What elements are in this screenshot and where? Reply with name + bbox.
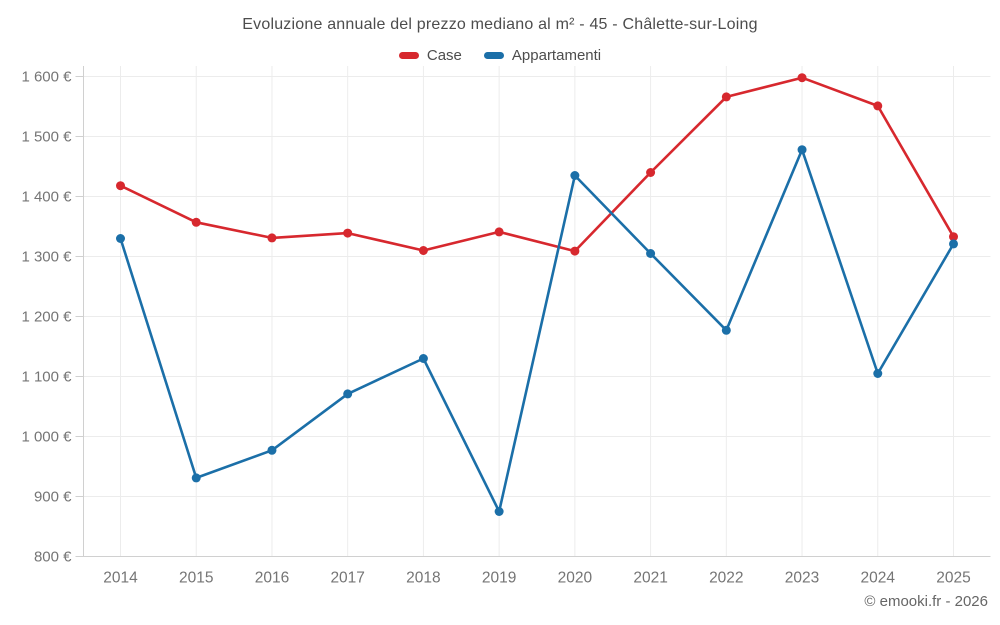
data-point-case-2023[interactable] bbox=[797, 73, 807, 83]
x-axis-label: 2024 bbox=[861, 570, 896, 587]
x-axis-label: 2021 bbox=[633, 570, 667, 587]
data-point-case-2024[interactable] bbox=[873, 101, 883, 111]
y-axis-label: 1 500 € bbox=[21, 129, 72, 146]
legend-swatch-case bbox=[398, 52, 419, 59]
data-point-case-2016[interactable] bbox=[267, 233, 277, 243]
data-point-appartamenti-2022[interactable] bbox=[721, 325, 731, 335]
data-point-appartamenti-2024[interactable] bbox=[873, 369, 883, 378]
y-axis-label: 1 200 € bbox=[21, 309, 72, 326]
data-point-appartamenti-2015[interactable] bbox=[191, 473, 201, 483]
y-axis-label: 1 600 € bbox=[21, 69, 72, 86]
y-axis-label: 800 € bbox=[34, 549, 72, 566]
legend-swatch-appartamenti bbox=[483, 52, 504, 59]
series-line-case bbox=[119, 76, 955, 253]
data-point-case-2025[interactable] bbox=[949, 232, 958, 242]
y-axis-label: 1 100 € bbox=[21, 369, 72, 386]
data-point-case-2022[interactable] bbox=[721, 92, 731, 102]
data-point-appartamenti-2025[interactable] bbox=[949, 239, 958, 249]
legend-label-appartamenti: Appartamenti bbox=[511, 47, 602, 64]
data-point-case-2020[interactable] bbox=[570, 246, 580, 256]
y-axis-label: 1 000 € bbox=[21, 429, 72, 446]
data-point-appartamenti-2023[interactable] bbox=[797, 145, 807, 155]
data-point-appartamenti-2019[interactable] bbox=[494, 507, 504, 516]
y-axis-label: 1 300 € bbox=[21, 249, 72, 266]
x-axis-label: 2014 bbox=[103, 570, 138, 587]
data-point-case-2019[interactable] bbox=[494, 227, 504, 237]
series-line-appartamenti bbox=[119, 148, 955, 513]
copyright-text: © emooki.fr - 2026 bbox=[864, 593, 988, 610]
data-point-case-2015[interactable] bbox=[191, 217, 201, 227]
x-axis-label: 2015 bbox=[179, 570, 213, 587]
data-point-appartamenti-2016[interactable] bbox=[267, 445, 277, 455]
data-point-appartamenti-2014[interactable] bbox=[116, 234, 125, 243]
chart-title: Evoluzione annuale del prezzo mediano al… bbox=[242, 16, 758, 33]
data-point-case-2021[interactable] bbox=[646, 168, 656, 177]
x-axis-label: 2025 bbox=[936, 570, 970, 587]
legend-item-appartamenti[interactable]: Appartamenti bbox=[483, 47, 602, 64]
y-axis-label: 900 € bbox=[34, 489, 72, 506]
x-axis-label: 2023 bbox=[785, 570, 819, 587]
data-point-appartamenti-2021[interactable] bbox=[646, 249, 656, 258]
chart-legend: Case Appartamenti bbox=[0, 47, 1000, 64]
y-axis-label: 1 400 € bbox=[21, 189, 72, 206]
x-axis-label: 2022 bbox=[709, 570, 743, 587]
x-axis-label: 2018 bbox=[406, 570, 440, 587]
x-axis-label: 2016 bbox=[255, 570, 289, 587]
x-axis-label: 2019 bbox=[482, 570, 516, 587]
x-axis-label: 2017 bbox=[330, 570, 364, 587]
data-point-case-2017[interactable] bbox=[343, 228, 353, 238]
data-point-case-2014[interactable] bbox=[116, 181, 125, 191]
legend-label-case: Case bbox=[426, 47, 462, 64]
x-axis-label: 2020 bbox=[558, 570, 593, 587]
data-point-appartamenti-2017[interactable] bbox=[343, 389, 353, 399]
legend-item-case[interactable]: Case bbox=[398, 47, 462, 64]
data-point-case-2018[interactable] bbox=[418, 246, 428, 255]
data-point-appartamenti-2020[interactable] bbox=[570, 171, 580, 180]
data-point-appartamenti-2018[interactable] bbox=[418, 354, 428, 363]
